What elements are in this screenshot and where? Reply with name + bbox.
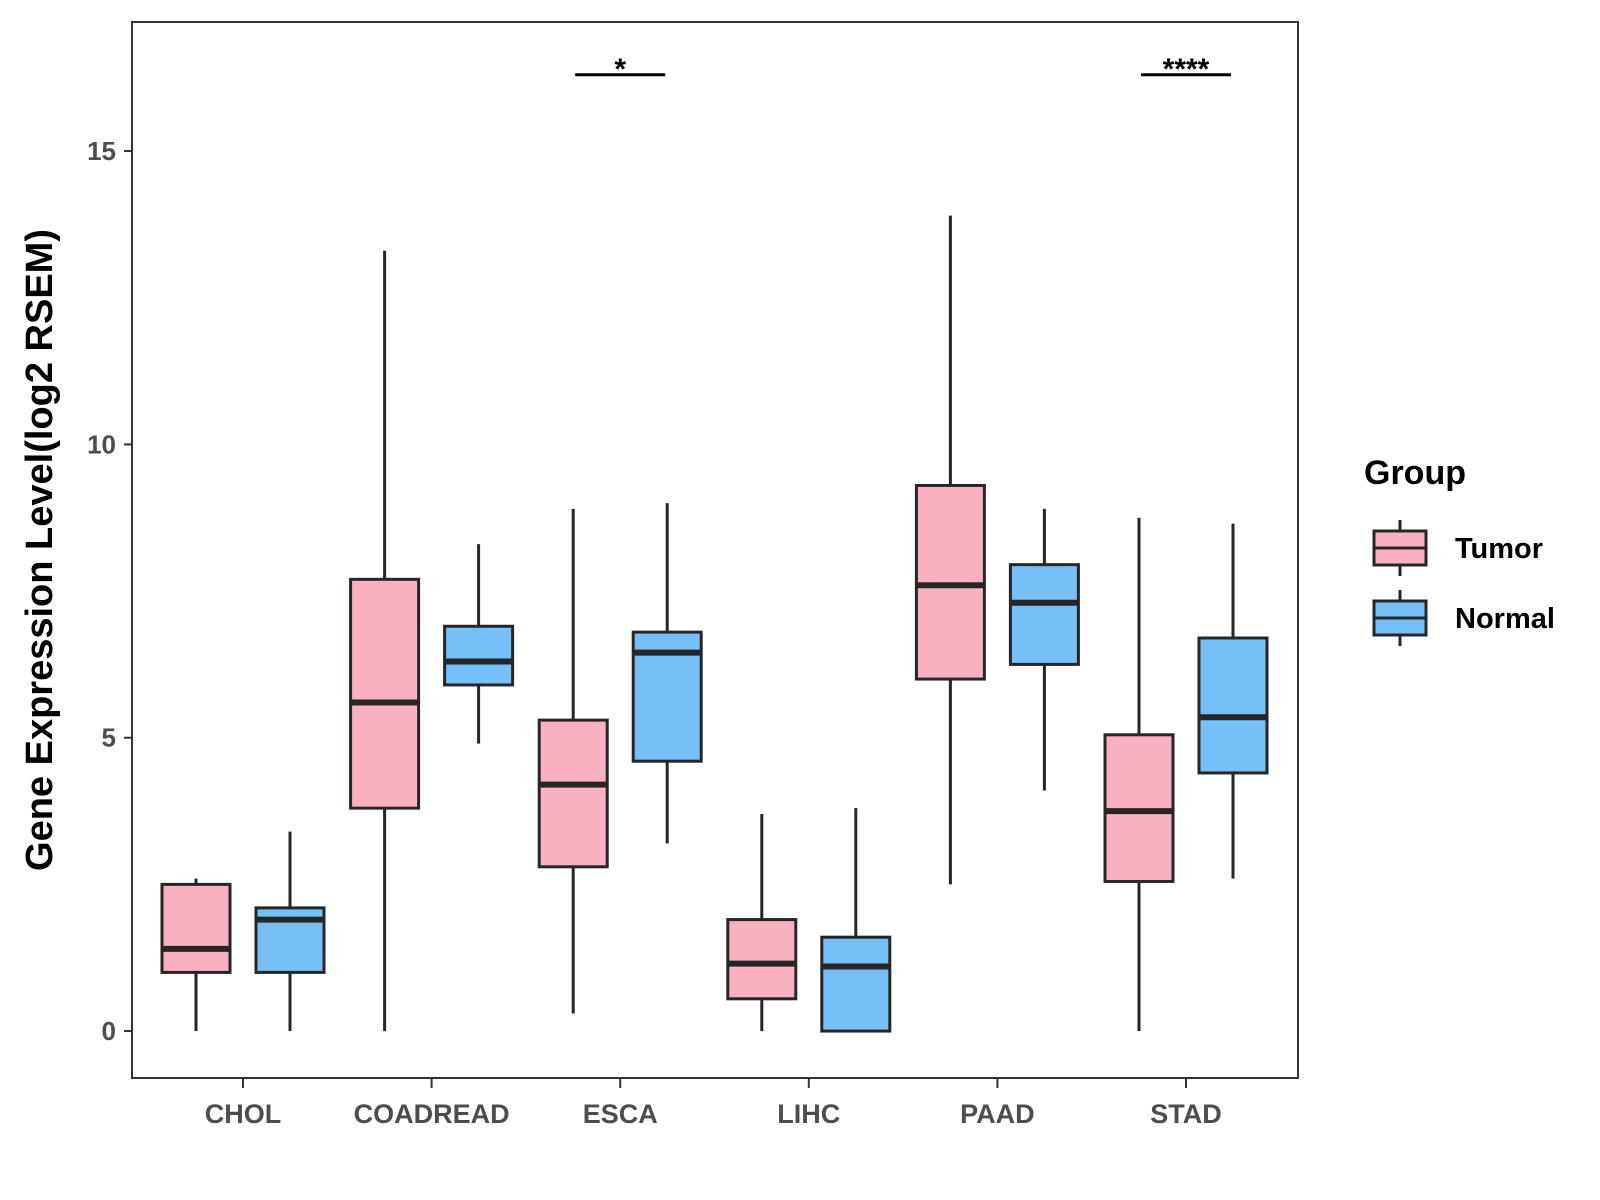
legend-label-tumor: Tumor xyxy=(1455,533,1543,565)
x-tick-label: STAD xyxy=(1150,1099,1222,1129)
box-body xyxy=(1197,636,1269,775)
y-axis-label: Gene Expression Level(log2 RSEM) xyxy=(19,229,61,871)
x-tick-label: LIHC xyxy=(777,1099,840,1129)
box-normal-stad xyxy=(1197,523,1269,879)
box-tumor-stad xyxy=(1103,517,1175,1032)
significance-label: **** xyxy=(1163,53,1210,86)
y-axis: 0 5 10 15 xyxy=(87,136,132,1046)
box-normal-chol xyxy=(254,831,326,1032)
box-body xyxy=(160,882,232,974)
box-body xyxy=(726,918,798,1001)
x-tick-label: ESCA xyxy=(583,1099,658,1129)
box-groups xyxy=(160,215,1269,1033)
plot-panel xyxy=(131,21,1299,1079)
box-tumor-coadread xyxy=(349,250,421,1032)
y-tick-label: 5 xyxy=(102,723,116,753)
box-body xyxy=(443,624,515,687)
y-tick-label: 0 xyxy=(102,1016,116,1046)
x-tick-label: COADREAD xyxy=(354,1099,510,1129)
x-tick-label: CHOL xyxy=(205,1099,282,1129)
significance-label: * xyxy=(614,53,626,86)
box-normal-lihc xyxy=(820,808,892,1033)
box-tumor-paad xyxy=(914,215,986,885)
box-tumor-esca xyxy=(537,508,609,1014)
box-normal-esca xyxy=(631,503,703,844)
box-body xyxy=(537,718,609,869)
box-body xyxy=(1008,563,1080,666)
box-normal-paad xyxy=(1008,508,1080,791)
y-tick-label: 10 xyxy=(87,429,116,459)
significance-annotations: * **** xyxy=(575,53,1231,86)
y-tick-label: 15 xyxy=(87,136,116,166)
x-tick-label: PAAD xyxy=(960,1099,1035,1129)
legend-title: Group xyxy=(1364,454,1466,492)
legend: Group Tumor Normal xyxy=(1364,454,1555,646)
box-body xyxy=(820,935,892,1033)
box-body xyxy=(349,577,421,810)
legend-label-normal: Normal xyxy=(1455,603,1555,635)
box-normal-coadread xyxy=(443,544,515,744)
x-axis: CHOL COADREAD ESCA LIHC PAAD STAD xyxy=(205,1078,1222,1129)
box-tumor-chol xyxy=(160,878,232,1032)
box-tumor-lihc xyxy=(726,814,798,1032)
